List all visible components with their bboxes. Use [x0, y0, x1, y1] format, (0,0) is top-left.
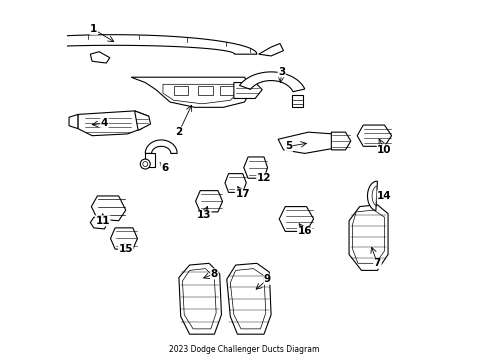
Text: 5: 5: [285, 141, 292, 151]
Text: 6: 6: [161, 163, 168, 172]
Polygon shape: [233, 82, 262, 99]
Polygon shape: [348, 205, 387, 270]
Polygon shape: [258, 44, 283, 56]
Text: 9: 9: [264, 274, 270, 284]
Polygon shape: [90, 217, 108, 229]
Polygon shape: [244, 157, 267, 178]
Polygon shape: [198, 86, 212, 95]
Text: 2023 Dodge Challenger Ducts Diagram: 2023 Dodge Challenger Ducts Diagram: [169, 345, 319, 354]
Text: 16: 16: [297, 226, 311, 237]
Text: 17: 17: [235, 189, 249, 199]
Polygon shape: [163, 84, 237, 104]
Polygon shape: [219, 86, 233, 95]
Polygon shape: [134, 111, 150, 130]
Circle shape: [140, 159, 150, 169]
Polygon shape: [90, 52, 110, 63]
Polygon shape: [230, 269, 265, 329]
Polygon shape: [195, 191, 222, 212]
Text: 1: 1: [90, 24, 97, 34]
Polygon shape: [173, 86, 187, 95]
Polygon shape: [224, 174, 246, 192]
Polygon shape: [356, 125, 391, 146]
Polygon shape: [91, 196, 125, 221]
Text: 2: 2: [175, 127, 182, 137]
Polygon shape: [179, 263, 221, 334]
Polygon shape: [367, 181, 377, 211]
Polygon shape: [239, 72, 304, 92]
Polygon shape: [226, 263, 270, 334]
Polygon shape: [78, 111, 148, 136]
Polygon shape: [279, 207, 313, 231]
Text: 11: 11: [95, 216, 110, 226]
Text: 13: 13: [196, 211, 210, 220]
Polygon shape: [69, 114, 78, 129]
Text: 12: 12: [256, 173, 271, 183]
Text: 10: 10: [376, 145, 391, 155]
Polygon shape: [0, 35, 256, 54]
Polygon shape: [352, 210, 384, 263]
Polygon shape: [145, 153, 155, 167]
Text: 7: 7: [373, 258, 380, 268]
Text: 8: 8: [210, 269, 218, 279]
Polygon shape: [110, 228, 137, 249]
Text: 15: 15: [118, 244, 133, 254]
Polygon shape: [182, 269, 216, 329]
Polygon shape: [292, 95, 303, 107]
Text: 4: 4: [101, 118, 108, 128]
Polygon shape: [331, 132, 350, 150]
Polygon shape: [131, 77, 251, 107]
Polygon shape: [145, 140, 177, 153]
Text: 14: 14: [376, 191, 391, 201]
Polygon shape: [278, 132, 341, 153]
Text: 3: 3: [278, 67, 285, 77]
